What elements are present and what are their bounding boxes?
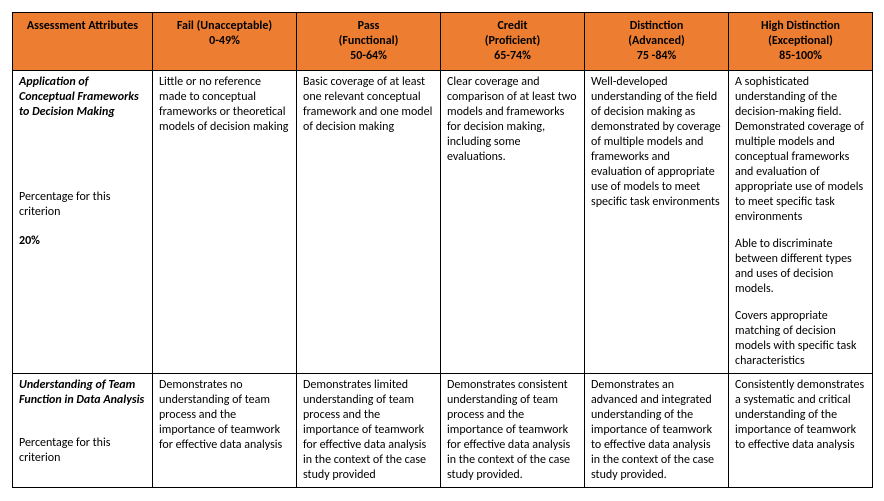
criterion-cell-credit: Clear coverage and comparison of at leas… [441, 71, 585, 374]
criterion-cell-hd: A sophisticated understanding of the dec… [729, 71, 873, 374]
header-level-hd: High Distinction(Exceptional)85-100% [729, 13, 873, 71]
criterion-cell-fail: Demonstrates no understanding of team pr… [153, 374, 297, 488]
criterion-pct-label: Percentage for this criterion [19, 190, 146, 220]
criterion-pct-value: 20% [19, 234, 146, 249]
header-attributes: Assessment Attributes [13, 13, 153, 71]
header-level-fail: Fail (Unacceptable)0-49% [153, 13, 297, 71]
header-row: Assessment Attributes Fail (Unacceptable… [13, 13, 873, 71]
criterion-title: Understanding of Team Function in Data A… [19, 378, 144, 407]
criterion-cell-pass: Demonstrates limited understanding of te… [297, 374, 441, 488]
header-level-pass: Pass(Functional)50-64% [297, 13, 441, 71]
criterion-row: Application of Conceptual Frameworks to … [13, 71, 873, 374]
header-level-distinction: Distinction(Advanced)75 -84% [585, 13, 729, 71]
rubric-table: Assessment Attributes Fail (Unacceptable… [12, 12, 873, 488]
criterion-pct-label: Percentage for this criterion [19, 436, 146, 466]
criterion-cell-distinction: Well-developed understanding of the fiel… [585, 71, 729, 374]
criterion-title: Application of Conceptual Frameworks to … [19, 75, 139, 119]
criterion-cell-distinction: Demonstrates an advanced and integrated … [585, 374, 729, 488]
header-level-credit: Credit(Proficient)65-74% [441, 13, 585, 71]
criterion-attribute: Application of Conceptual Frameworks to … [13, 71, 153, 374]
criterion-row: Understanding of Team Function in Data A… [13, 374, 873, 488]
criterion-cell-fail: Little or no reference made to conceptua… [153, 71, 297, 374]
criterion-attribute: Understanding of Team Function in Data A… [13, 374, 153, 488]
criterion-cell-pass: Basic coverage of at least one relevant … [297, 71, 441, 374]
criterion-cell-credit: Demonstrates consistent understanding of… [441, 374, 585, 488]
criterion-cell-hd: Consistently demonstrates a systematic a… [729, 374, 873, 488]
